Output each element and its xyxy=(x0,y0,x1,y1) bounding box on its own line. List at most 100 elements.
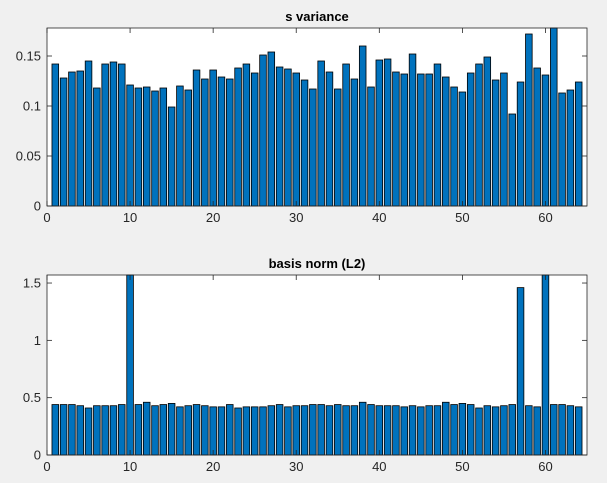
bar xyxy=(408,405,417,456)
bar xyxy=(400,73,408,207)
bar xyxy=(358,45,367,207)
bar xyxy=(525,33,533,207)
bar xyxy=(483,56,492,207)
bar xyxy=(267,51,276,207)
chart-title: basis norm (L2) xyxy=(269,256,366,271)
bar xyxy=(250,72,259,207)
bar xyxy=(59,77,68,207)
y-tick-label: 0.5 xyxy=(23,390,41,405)
y-tick-label: 0.1 xyxy=(23,99,41,114)
bar xyxy=(68,404,76,456)
bar xyxy=(475,63,483,207)
bar xyxy=(68,71,76,207)
bar xyxy=(284,406,292,456)
bar xyxy=(442,401,450,456)
bar xyxy=(101,63,109,207)
x-tick-label: 30 xyxy=(289,459,303,474)
y-tick-label: 0.05 xyxy=(16,149,41,164)
bar xyxy=(317,404,325,456)
bar xyxy=(300,79,309,207)
y-tick-label: 1 xyxy=(34,333,41,348)
x-tick-label: 50 xyxy=(455,210,469,225)
bar xyxy=(491,79,500,207)
bar xyxy=(550,404,558,456)
bar xyxy=(367,86,375,207)
bar xyxy=(516,287,525,456)
bar xyxy=(425,405,433,456)
bar xyxy=(325,71,334,207)
bar xyxy=(325,405,334,456)
x-tick-label: 20 xyxy=(206,459,220,474)
bar xyxy=(392,405,400,456)
bar xyxy=(466,72,475,207)
axes-box xyxy=(46,274,588,456)
bar xyxy=(408,53,417,207)
bar xyxy=(342,63,350,207)
y-tick-label: 0 xyxy=(34,448,41,463)
bar xyxy=(574,81,583,207)
bar xyxy=(533,67,541,207)
bar xyxy=(417,406,425,456)
bar xyxy=(134,404,143,456)
bar xyxy=(201,78,209,207)
bar xyxy=(292,405,300,456)
bar xyxy=(525,405,533,456)
x-tick-label: 20 xyxy=(206,210,220,225)
bar xyxy=(350,405,359,456)
bar xyxy=(284,68,292,207)
x-tick-label: 60 xyxy=(538,210,552,225)
bar xyxy=(209,406,217,456)
bar xyxy=(342,405,350,456)
x-tick-label: 60 xyxy=(538,459,552,474)
bar xyxy=(466,404,475,456)
bar xyxy=(541,274,550,456)
bar xyxy=(275,66,284,207)
bar xyxy=(425,73,433,207)
axes-box xyxy=(46,27,588,207)
bar xyxy=(209,69,217,207)
bar xyxy=(383,405,392,456)
bar xyxy=(458,91,467,207)
bar xyxy=(508,113,516,207)
bar xyxy=(558,404,566,456)
bar xyxy=(176,406,184,456)
bar xyxy=(176,85,184,207)
bar xyxy=(400,406,408,456)
bar xyxy=(76,405,84,456)
bar xyxy=(417,73,425,207)
bar xyxy=(259,54,267,207)
bar xyxy=(358,401,367,456)
bar xyxy=(508,404,516,456)
bar xyxy=(226,78,234,207)
bar xyxy=(201,405,209,456)
bar xyxy=(375,59,384,207)
bar xyxy=(192,404,201,456)
bar xyxy=(450,86,458,207)
bar xyxy=(234,407,242,456)
bar xyxy=(184,89,192,207)
bar xyxy=(458,403,467,456)
bar xyxy=(167,403,176,456)
bar xyxy=(159,87,168,207)
bar xyxy=(367,404,375,456)
bar xyxy=(275,404,284,456)
bar xyxy=(242,63,251,207)
bar xyxy=(574,406,583,456)
bar xyxy=(59,404,68,456)
bar xyxy=(76,70,84,207)
bar xyxy=(51,404,60,456)
bar xyxy=(516,81,525,207)
bar xyxy=(317,60,325,207)
x-tick-label: 50 xyxy=(455,459,469,474)
bar xyxy=(309,404,317,456)
axes-1: 0 10 20 30 40 50 60 0 0.05 0.1 0.15 s variance xyxy=(16,9,588,225)
bar xyxy=(433,63,442,207)
x-tick-label: 0 xyxy=(43,459,50,474)
bar xyxy=(475,407,483,456)
bar xyxy=(151,90,159,207)
bar xyxy=(350,78,359,207)
x-tick-label: 0 xyxy=(43,210,50,225)
x-tick-label: 10 xyxy=(123,459,137,474)
bar xyxy=(483,405,492,456)
